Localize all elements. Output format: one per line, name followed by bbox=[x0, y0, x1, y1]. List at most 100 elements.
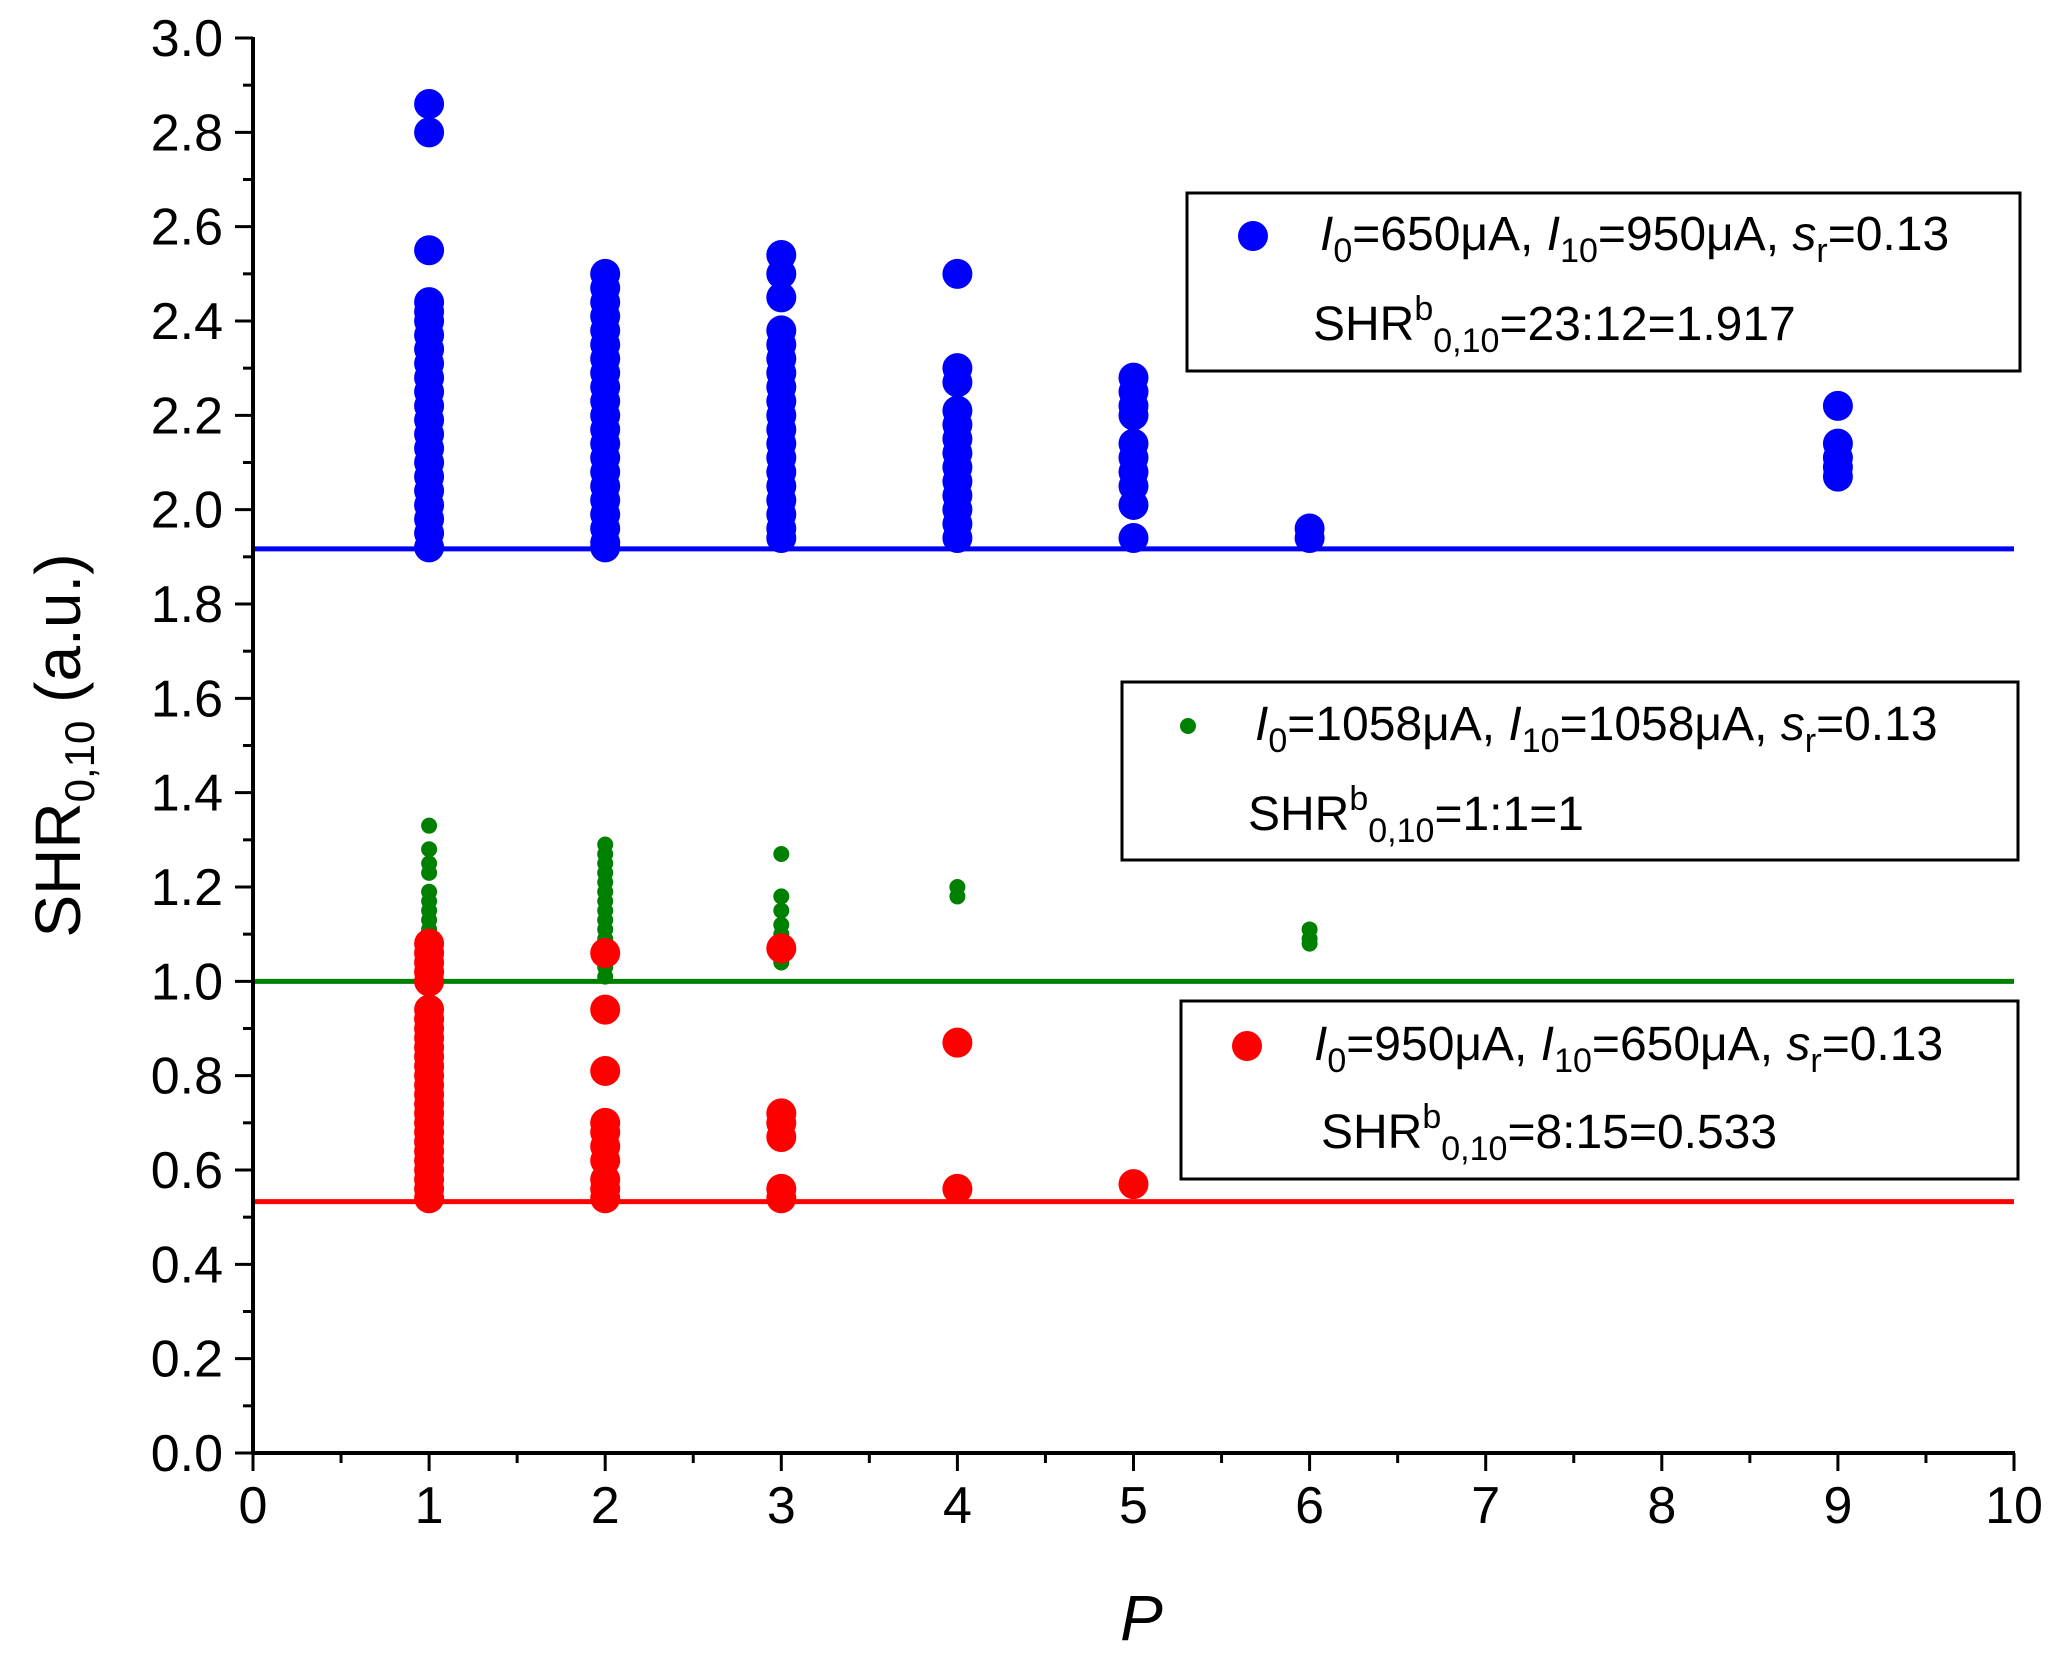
x-tick-label: 9 bbox=[1823, 1477, 1852, 1535]
y-tick-label: 0.2 bbox=[151, 1331, 223, 1389]
blue-data-point bbox=[590, 532, 621, 563]
green-legend-line2: SHRb0,10=1:1=1 bbox=[1248, 780, 1584, 850]
axes: 0 1 2 3 4 5 6 7 8 9 10 0.0 0.2 0.4 0.6 0.8 1.0 1.2 1.4 1.6 1… bbox=[22, 10, 2043, 1654]
red-legend-text-run: r bbox=[1810, 1042, 1821, 1080]
green-legend-text-run: I bbox=[1255, 698, 1268, 751]
blue-data-point bbox=[1118, 400, 1149, 431]
red-data-point bbox=[766, 933, 797, 964]
green-data-point bbox=[597, 968, 614, 985]
red-legend-text-run: =650μA, bbox=[1592, 1018, 1786, 1071]
red-data-point bbox=[590, 994, 621, 1025]
x-tick-label: 6 bbox=[1295, 1477, 1324, 1535]
red-legend-text-run: =8:15=0.533 bbox=[1507, 1106, 1777, 1159]
red-legend-line1: I0=950μA, I10=650μA, sr=0.13 bbox=[1314, 1018, 1943, 1080]
blue-legend-text-run: 10 bbox=[1560, 232, 1598, 270]
green-legend-text-run: s bbox=[1781, 698, 1805, 751]
green-legend-text-run: =1058μA, bbox=[1287, 698, 1508, 751]
x-tick-label: 8 bbox=[1647, 1477, 1676, 1535]
green-legend-text-run: 0,10 bbox=[1368, 812, 1434, 850]
green-legend-text-run: I bbox=[1508, 698, 1521, 751]
red-legend-text-run: =950μA, bbox=[1346, 1018, 1540, 1071]
blue-legend-line1: I0=650μA, I10=950μA, sr=0.13 bbox=[1320, 208, 1949, 270]
blue-legend-box bbox=[1185, 191, 2022, 373]
red-data-point bbox=[766, 1183, 797, 1214]
blue-data-point bbox=[766, 522, 797, 553]
y-axis-title-subscript: 0,10 bbox=[56, 721, 103, 803]
blue-data-point bbox=[414, 117, 445, 148]
blue-data-point bbox=[414, 532, 445, 563]
blue-legend-text-run: =23:12=1.917 bbox=[1499, 298, 1795, 351]
red-data-point bbox=[942, 1027, 973, 1058]
red-legend-text-run: 0 bbox=[1327, 1042, 1346, 1080]
blue-legend-text-run: I bbox=[1547, 208, 1560, 261]
x-tick-label: 0 bbox=[239, 1477, 268, 1535]
y-tick-label: 2.2 bbox=[151, 387, 223, 445]
x-tick-label: 7 bbox=[1471, 1477, 1500, 1535]
red-legend: I0=950μA, I10=650μA, sr=0.13SHRb0,10=8:1… bbox=[1179, 999, 2020, 1181]
green-legend-marker bbox=[1180, 718, 1196, 734]
green-data-point bbox=[1301, 935, 1318, 952]
green-legend-text-run: SHR bbox=[1248, 788, 1349, 841]
green-data-point bbox=[773, 888, 790, 905]
blue-legend-text-run: 0 bbox=[1333, 232, 1352, 270]
blue-legend-text-run: =650μA, bbox=[1352, 208, 1546, 261]
red-data-point bbox=[1118, 1169, 1149, 1200]
x-tick-label: 10 bbox=[1985, 1477, 2043, 1535]
x-axis-title: P bbox=[1120, 1582, 1163, 1654]
y-axis-title-unit: (a.u.) bbox=[22, 553, 94, 720]
blue-legend-marker bbox=[1238, 221, 1268, 251]
green-legend-box bbox=[1120, 680, 2020, 862]
y-tick-label: 0.8 bbox=[151, 1048, 223, 1106]
x-tick-label: 1 bbox=[415, 1477, 444, 1535]
blue-legend-text-run: =950μA, bbox=[1598, 208, 1792, 261]
green-legend-text-run: r bbox=[1805, 722, 1816, 760]
green-data-point bbox=[773, 902, 790, 919]
red-data-point bbox=[414, 1183, 445, 1214]
red-legend-text-run: I bbox=[1541, 1018, 1554, 1071]
blue-legend-text-run: 0,10 bbox=[1433, 322, 1499, 360]
green-legend-text-run: 0 bbox=[1268, 722, 1287, 760]
y-tick-label: 2.4 bbox=[151, 293, 223, 351]
green-legend-text-run: =1058μA, bbox=[1560, 698, 1781, 751]
blue-data-point bbox=[942, 258, 973, 289]
x-tick-label: 2 bbox=[591, 1477, 620, 1535]
green-data-point bbox=[949, 888, 966, 905]
red-data-point bbox=[942, 1173, 973, 1204]
red-legend-box bbox=[1179, 999, 2020, 1181]
blue-legend-text-run: s bbox=[1792, 208, 1816, 261]
red-data-point bbox=[766, 1121, 797, 1152]
green-data-point bbox=[421, 841, 438, 858]
green-legend-line1: I0=1058μA, I10=1058μA, sr=0.13 bbox=[1255, 698, 1938, 760]
green-legend-text-run: b bbox=[1349, 780, 1368, 818]
y-tick-label: 1.6 bbox=[151, 670, 223, 728]
plot-marks bbox=[253, 89, 2014, 1214]
y-tick-label: 0.6 bbox=[151, 1142, 223, 1200]
blue-data-point bbox=[1118, 489, 1149, 520]
blue-data-point bbox=[414, 235, 445, 266]
red-legend-text-run: =0.13 bbox=[1822, 1018, 1943, 1071]
blue-legend-text-run: SHR bbox=[1313, 298, 1414, 351]
red-legend-text-run: I bbox=[1314, 1018, 1327, 1071]
red-legend-text-run: b bbox=[1422, 1098, 1441, 1136]
green-data-point bbox=[421, 817, 438, 834]
y-tick-label: 1.0 bbox=[151, 953, 223, 1011]
green-legend-text-run: =1:1=1 bbox=[1434, 788, 1583, 841]
x-tick-label: 3 bbox=[767, 1477, 796, 1535]
red-data-point bbox=[590, 1183, 621, 1214]
x-tick-label: 4 bbox=[943, 1477, 972, 1535]
green-legend-text-run: 10 bbox=[1522, 722, 1560, 760]
legends: I0=650μA, I10=950μA, sr=0.13SHRb0,10=23:… bbox=[1120, 191, 2022, 1181]
green-data-point bbox=[773, 845, 790, 862]
red-legend-text-run: 0,10 bbox=[1441, 1130, 1507, 1168]
red-legend-text-run: s bbox=[1786, 1018, 1810, 1071]
y-tick-label: 0.0 bbox=[151, 1425, 223, 1483]
blue-legend-text-run: I bbox=[1320, 208, 1333, 261]
blue-data-point bbox=[942, 367, 973, 398]
blue-data-point bbox=[1822, 461, 1853, 492]
blue-data-point bbox=[1294, 522, 1325, 553]
y-tick-label: 1.4 bbox=[151, 765, 223, 823]
y-tick-label: 0.4 bbox=[151, 1236, 223, 1294]
red-data-point bbox=[414, 966, 445, 997]
red-legend-marker bbox=[1232, 1031, 1262, 1061]
